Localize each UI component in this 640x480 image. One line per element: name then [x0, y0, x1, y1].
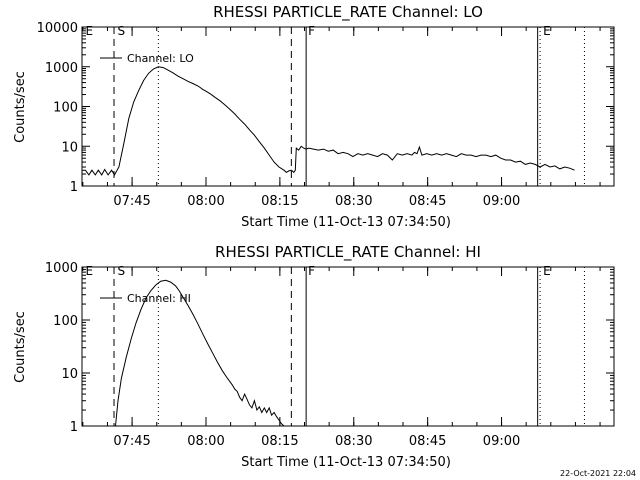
- x-axis-label: Start Time (11-Oct-13 07:34:50): [241, 215, 451, 230]
- legend: Channel: HI: [100, 292, 191, 305]
- event-marker: F: [308, 264, 315, 278]
- x-tick-label: 08:30: [335, 434, 372, 449]
- event-marker: E: [543, 24, 551, 38]
- x-tick-label: 08:00: [187, 194, 224, 209]
- y-tick-label: 1000: [45, 261, 78, 276]
- event-marker: E: [85, 24, 93, 38]
- legend-label: Channel: LO: [127, 52, 194, 65]
- chart-panel-hi: RHESSI PARTICLE_RATE Channel: HI Counts/…: [13, 243, 615, 470]
- x-tick-label: 07:45: [113, 434, 150, 449]
- event-marker: S: [117, 264, 125, 278]
- legend-label: Channel: HI: [127, 292, 191, 305]
- x-tick-label: 07:45: [113, 194, 150, 209]
- x-tick-label: 08:45: [409, 434, 446, 449]
- y-tick-label: 1: [70, 420, 78, 435]
- x-tick-label: 08:00: [187, 434, 224, 449]
- series-line-hi: [115, 279, 285, 427]
- y-axis-label: Counts/sec: [13, 71, 28, 143]
- y-tick-label: 100: [53, 101, 78, 116]
- series-line-lo: [82, 66, 575, 176]
- event-marker: E: [85, 264, 93, 278]
- x-tick-label: 08:45: [409, 194, 446, 209]
- x-tick-label: 08:30: [335, 194, 372, 209]
- x-tick-label: 08:15: [261, 434, 298, 449]
- y-tick-label: 100: [53, 314, 78, 329]
- y-tick-label: 10000: [37, 21, 78, 36]
- y-axis-label: Counts/sec: [13, 311, 28, 383]
- legend: Channel: LO: [100, 52, 194, 65]
- x-tick-label: 09:00: [483, 194, 520, 209]
- x-tick-label: 08:15: [261, 194, 298, 209]
- y-tick-label: 1: [70, 180, 78, 195]
- event-marker: F: [308, 24, 315, 38]
- timestamp: 22-Oct-2021 22:04: [560, 469, 636, 478]
- event-marker: S: [117, 24, 125, 38]
- x-tick-label: 09:00: [483, 434, 520, 449]
- plot-frame: [81, 26, 615, 187]
- event-marker: E: [543, 264, 551, 278]
- y-tick-label: 1000: [45, 61, 78, 76]
- chart-title: RHESSI PARTICLE_RATE Channel: LO: [213, 3, 483, 22]
- x-axis-label: Start Time (11-Oct-13 07:34:50): [241, 455, 451, 470]
- y-tick-label: 10: [61, 367, 78, 382]
- chart-title: RHESSI PARTICLE_RATE Channel: HI: [215, 243, 481, 262]
- chart-panel-lo: RHESSI PARTICLE_RATE Channel: LO Counts/…: [13, 3, 615, 230]
- plot-frame: [81, 266, 615, 427]
- y-tick-label: 10: [61, 140, 78, 155]
